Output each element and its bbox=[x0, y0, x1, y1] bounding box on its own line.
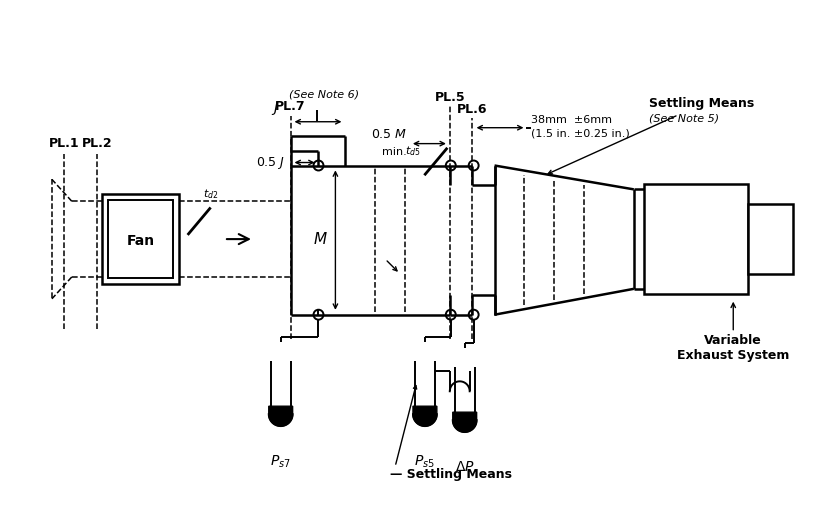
Text: $M$: $M$ bbox=[313, 231, 328, 247]
Text: Fan: Fan bbox=[126, 234, 155, 248]
Bar bbox=[749, 204, 793, 274]
Bar bbox=[644, 185, 749, 294]
Polygon shape bbox=[453, 412, 477, 432]
Text: $J$: $J$ bbox=[271, 100, 278, 117]
Text: PL.2: PL.2 bbox=[81, 136, 112, 149]
Bar bbox=[107, 200, 174, 278]
Text: 38mm  ±6mm: 38mm ±6mm bbox=[532, 115, 613, 125]
Text: (1.5 in. ±0.25 in.): (1.5 in. ±0.25 in.) bbox=[532, 129, 630, 139]
Polygon shape bbox=[413, 406, 437, 426]
Bar bbox=[102, 194, 179, 284]
Text: (See Note 6): (See Note 6) bbox=[288, 90, 359, 100]
Text: $t_{d5}$: $t_{d5}$ bbox=[405, 144, 420, 158]
Text: PL.7: PL.7 bbox=[275, 100, 306, 113]
Text: $P_{s5}$: $P_{s5}$ bbox=[414, 454, 436, 470]
Text: 0.5 $J$: 0.5 $J$ bbox=[256, 155, 286, 171]
Text: 0.5 $M$: 0.5 $M$ bbox=[371, 128, 407, 141]
Polygon shape bbox=[269, 406, 292, 426]
Text: min.: min. bbox=[382, 147, 407, 157]
Text: $t_{d2}$: $t_{d2}$ bbox=[203, 188, 219, 201]
Text: PL.1: PL.1 bbox=[48, 136, 79, 149]
Text: $\Delta P$: $\Delta P$ bbox=[455, 460, 475, 474]
Text: $P_{s7}$: $P_{s7}$ bbox=[270, 454, 291, 470]
Text: PL.6: PL.6 bbox=[456, 103, 487, 116]
Text: (See Note 5): (See Note 5) bbox=[649, 114, 719, 124]
Text: Settling Means: Settling Means bbox=[649, 97, 754, 110]
Text: — Settling Means: — Settling Means bbox=[390, 468, 512, 481]
Text: PL.5: PL.5 bbox=[434, 91, 465, 104]
Text: Variable
Exhaust System: Variable Exhaust System bbox=[677, 333, 790, 361]
